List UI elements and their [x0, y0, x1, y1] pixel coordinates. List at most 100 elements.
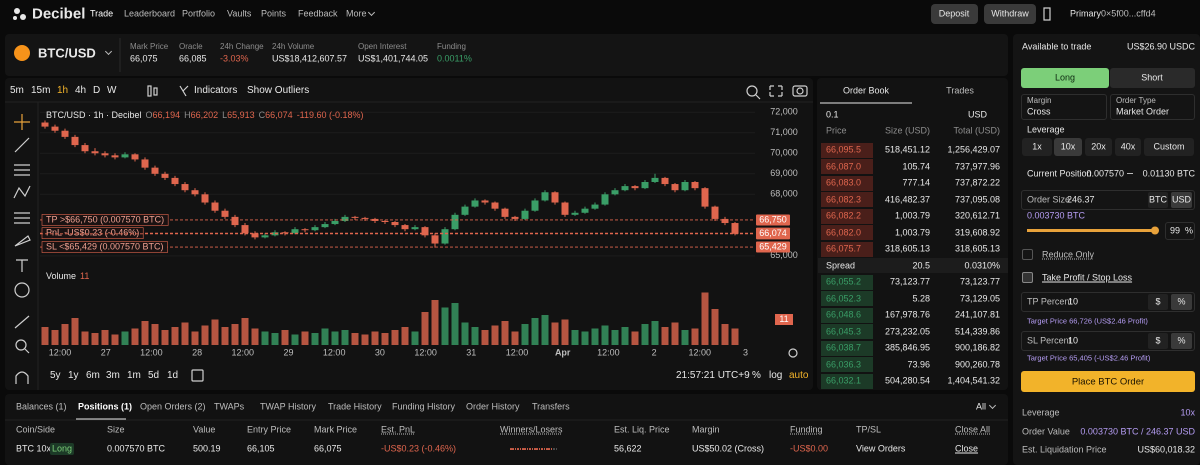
interval[interactable]: W	[107, 85, 117, 96]
leverage-option-label[interactable]: 10x	[1060, 141, 1076, 152]
leverage-option-label[interactable]: 1x	[1032, 141, 1042, 152]
size-input[interactable]	[1021, 190, 1195, 210]
positions-tab[interactable]: Funding History	[392, 401, 456, 412]
range[interactable]: 5y	[50, 370, 61, 381]
short-button[interactable]	[1110, 68, 1195, 88]
positions-tab[interactable]: Open Orders (2)	[140, 401, 206, 412]
sl-mode-dollar[interactable]	[1148, 333, 1168, 349]
interval[interactable]: D	[93, 85, 101, 96]
ob-price[interactable]: 66,045.3	[826, 326, 862, 336]
deposit-label[interactable]: Deposit	[938, 8, 970, 19]
unit-btc[interactable]	[1148, 192, 1168, 208]
ob-price[interactable]: 66,082.3	[826, 194, 862, 204]
tp-mode-dollar[interactable]	[1148, 294, 1168, 310]
positions-tab[interactable]: Trade History	[328, 401, 382, 412]
sl-mode-dollar-label[interactable]: $	[1155, 335, 1161, 346]
percent-input[interactable]	[1165, 222, 1195, 240]
leverage-option[interactable]	[1054, 138, 1082, 156]
nav-item[interactable]: Feedback	[298, 8, 338, 19]
positions-tab[interactable]: Positions (1)	[78, 401, 133, 412]
long-label[interactable]: Long	[1054, 72, 1076, 83]
short-label[interactable]: Short	[1141, 72, 1163, 83]
interval[interactable]: 1h	[57, 85, 69, 96]
ob-price[interactable]: 66,083.0	[826, 177, 862, 188]
withdraw-label[interactable]: Withdraw	[991, 8, 1029, 19]
deposit-button[interactable]	[931, 4, 978, 24]
position-tpsl[interactable]: View Orders	[856, 443, 906, 454]
scale-option[interactable]: log	[769, 370, 783, 381]
positions-tab[interactable]: Order History	[466, 401, 520, 412]
tick-size[interactable]: 0.1	[826, 109, 839, 120]
nav-item[interactable]: Leaderboard	[124, 8, 176, 19]
range[interactable]: 6m	[86, 370, 100, 381]
positions-filter[interactable]: All	[976, 401, 987, 412]
reduce-only[interactable]: Reduce Only	[1042, 249, 1095, 260]
leverage-option-label[interactable]: Custom	[1153, 141, 1185, 152]
range[interactable]: 5d	[148, 370, 160, 381]
size-slider[interactable]	[1027, 229, 1155, 232]
leverage-option-label[interactable]: 40x	[1120, 141, 1136, 152]
leverage-option-label[interactable]: 20x	[1091, 141, 1106, 152]
tp-mode-percent[interactable]	[1171, 294, 1192, 310]
leverage-option[interactable]	[1022, 138, 1052, 156]
positions-tab[interactable]: Transfers	[532, 401, 570, 412]
positions-tab[interactable]: TWAP History	[260, 401, 317, 412]
interval[interactable]: 5m	[10, 85, 24, 96]
tp-mode-percent-label[interactable]: %	[1177, 296, 1186, 307]
positions-tab[interactable]: Balances (1)	[16, 401, 67, 412]
range[interactable]: 1d	[167, 370, 179, 381]
symbol[interactable]: BTC/USD	[38, 45, 96, 61]
sl-mode-percent-label[interactable]: %	[1177, 335, 1186, 346]
ob-price[interactable]: 66,082.0	[826, 227, 862, 237]
slider-knob[interactable]	[1151, 226, 1159, 235]
reduce-only-checkbox[interactable]	[1022, 249, 1033, 260]
range[interactable]: 3m	[106, 370, 120, 381]
ob-price[interactable]: 66,095.5	[826, 144, 862, 155]
orderbook-tab[interactable]: Trades	[946, 85, 974, 96]
unit-usd-label[interactable]: USD	[1171, 194, 1192, 205]
order-type-select[interactable]	[1110, 94, 1195, 120]
orderbook-tab[interactable]: Order Book	[842, 85, 890, 96]
address[interactable]: 0×5f00...cffd4	[1101, 8, 1156, 19]
interval[interactable]: 15m	[31, 85, 51, 96]
ob-price[interactable]: 66,048.6	[826, 309, 862, 320]
nav-item[interactable]: Portfolio	[182, 8, 216, 19]
tp-mode-dollar-label[interactable]: $	[1155, 296, 1161, 307]
tpsl-label[interactable]: Take Profit / Stop Loss	[1042, 272, 1133, 283]
leverage-option[interactable]	[1144, 138, 1194, 156]
range[interactable]: 1m	[127, 370, 141, 381]
account[interactable]: Primary	[1070, 8, 1101, 19]
margin-select[interactable]	[1021, 94, 1107, 120]
sl-mode-percent[interactable]	[1171, 333, 1192, 349]
indicators[interactable]: Indicators	[194, 85, 238, 96]
ob-price[interactable]: 66,052.3	[826, 293, 862, 303]
scale-option[interactable]: auto	[789, 370, 809, 381]
positions-tab[interactable]: TWAPs	[214, 401, 245, 412]
positions-header[interactable]: Close All	[955, 424, 991, 435]
tp-input[interactable]	[1021, 292, 1195, 312]
position-close[interactable]: Close	[955, 443, 979, 454]
range[interactable]: 1y	[68, 370, 79, 381]
leverage-option[interactable]	[1085, 138, 1112, 156]
ob-price[interactable]: 66,036.3	[826, 359, 862, 369]
show-outliers[interactable]: Show Outliers	[247, 85, 310, 96]
ob-price[interactable]: 66,075.7	[826, 243, 862, 254]
unit-usd[interactable]	[1171, 192, 1192, 208]
scale-option[interactable]: %	[752, 370, 761, 381]
nav-item[interactable]: Trade	[90, 8, 114, 19]
submit-button[interactable]	[1021, 371, 1195, 392]
currency[interactable]: USD	[968, 109, 988, 120]
nav-item[interactable]: Points	[261, 8, 287, 19]
submit-label[interactable]: Place BTC Order	[1071, 375, 1145, 387]
ob-price[interactable]: 66,055.2	[826, 276, 862, 287]
sl-input[interactable]	[1021, 331, 1195, 351]
ob-price[interactable]: 66,038.7	[826, 342, 862, 353]
nav-item[interactable]: Vaults	[227, 8, 252, 19]
unit-btc-label[interactable]: BTC	[1149, 194, 1167, 205]
withdraw-button[interactable]	[984, 4, 1036, 24]
nav-item[interactable]: More	[346, 8, 367, 19]
long-button[interactable]	[1021, 68, 1109, 88]
ob-price[interactable]: 66,082.2	[826, 210, 862, 221]
interval[interactable]: 4h	[75, 85, 87, 96]
leverage-option[interactable]	[1115, 138, 1141, 156]
